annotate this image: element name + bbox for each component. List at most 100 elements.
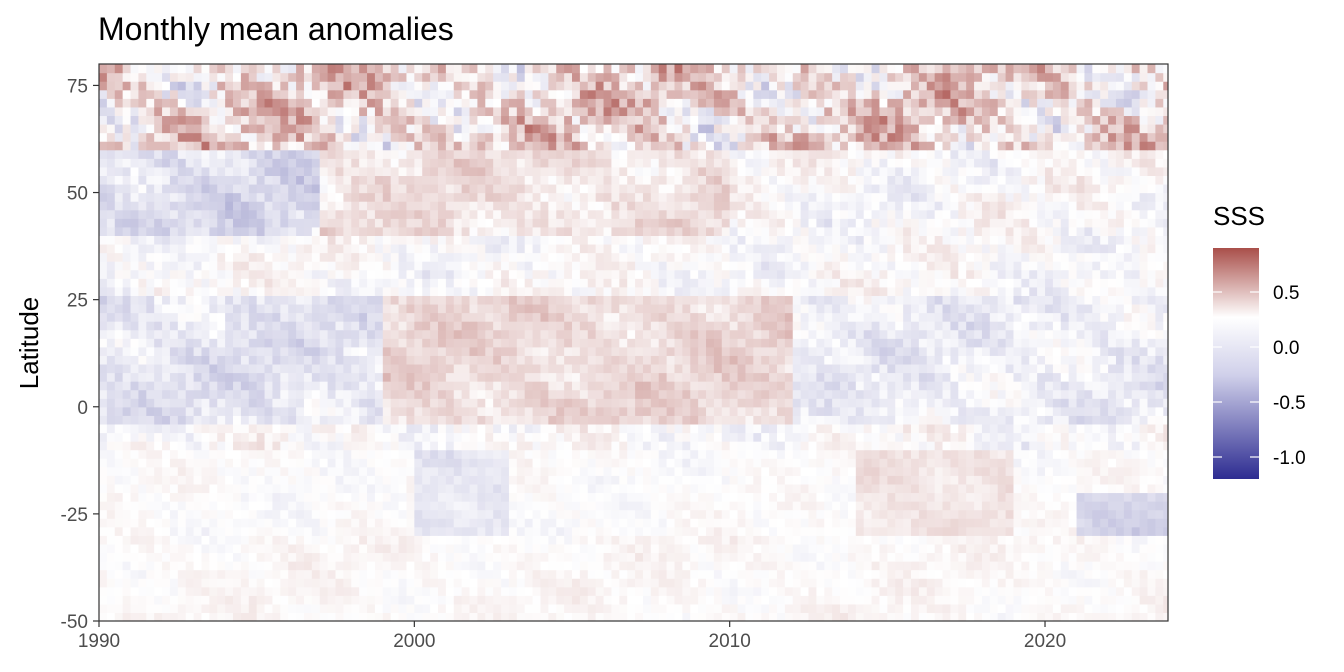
heatmap-cell bbox=[296, 475, 305, 485]
heatmap-cell bbox=[106, 509, 116, 519]
heatmap-cell bbox=[611, 449, 620, 459]
heatmap-cell bbox=[942, 355, 952, 365]
heatmap-cell bbox=[706, 458, 715, 468]
heatmap-cell bbox=[406, 381, 415, 391]
heatmap-cell bbox=[713, 303, 723, 314]
heatmap-cell bbox=[390, 406, 400, 416]
heatmap-cell bbox=[887, 543, 896, 554]
heatmap-cell bbox=[950, 423, 959, 434]
heatmap-cell bbox=[1115, 483, 1125, 494]
heatmap-cell bbox=[619, 586, 628, 596]
heatmap-cell bbox=[1076, 381, 1086, 391]
heatmap-cell bbox=[847, 346, 857, 356]
heatmap-cell bbox=[359, 483, 368, 494]
heatmap-cell bbox=[997, 595, 1007, 605]
heatmap-cell bbox=[942, 458, 952, 468]
heatmap-cell bbox=[169, 355, 179, 365]
heatmap-cell bbox=[926, 415, 936, 425]
heatmap-cell bbox=[1100, 449, 1109, 459]
heatmap-cell bbox=[855, 501, 865, 511]
heatmap-cell bbox=[824, 458, 833, 468]
heatmap-cell bbox=[753, 535, 762, 545]
heatmap-cell bbox=[374, 423, 384, 434]
heatmap-cell bbox=[114, 586, 124, 596]
heatmap-cell bbox=[477, 406, 486, 416]
heatmap-cell bbox=[272, 578, 281, 588]
heatmap-cell bbox=[138, 552, 147, 562]
heatmap-cell bbox=[729, 483, 739, 494]
heatmap-cell bbox=[1037, 312, 1046, 322]
heatmap-cell bbox=[162, 612, 171, 621]
heatmap-cell bbox=[130, 398, 140, 408]
heatmap-cell bbox=[832, 321, 841, 331]
heatmap-cell bbox=[847, 543, 857, 554]
heatmap-cell bbox=[209, 303, 218, 314]
heatmap-cell bbox=[792, 586, 802, 596]
heatmap-cell bbox=[374, 303, 384, 314]
heatmap-cell bbox=[926, 518, 936, 528]
heatmap-cell bbox=[138, 321, 147, 331]
heatmap-cell bbox=[1005, 432, 1015, 442]
heatmap-cell bbox=[800, 423, 810, 434]
heatmap-cell bbox=[280, 501, 289, 511]
heatmap-cell bbox=[1108, 543, 1117, 554]
heatmap-cell bbox=[169, 449, 179, 459]
heatmap-cell bbox=[485, 329, 494, 339]
heatmap-cell bbox=[895, 535, 904, 545]
heatmap-cell bbox=[816, 569, 825, 579]
heatmap-cell bbox=[114, 595, 124, 605]
heatmap-cell bbox=[201, 543, 210, 554]
heatmap-cell bbox=[926, 372, 936, 382]
heatmap-cell bbox=[477, 578, 486, 588]
heatmap-cell bbox=[154, 363, 163, 374]
heatmap-cell bbox=[225, 346, 234, 356]
heatmap-cell bbox=[154, 466, 163, 476]
heatmap-cell bbox=[374, 329, 384, 339]
heatmap-cell bbox=[737, 321, 747, 331]
heatmap-cell bbox=[359, 346, 368, 356]
heatmap-cell bbox=[240, 338, 250, 348]
heatmap-cell bbox=[1068, 603, 1078, 614]
heatmap-cell bbox=[832, 595, 841, 605]
heatmap-cell bbox=[761, 483, 770, 494]
heatmap-cell bbox=[209, 398, 218, 408]
heatmap-cell bbox=[926, 432, 936, 442]
heatmap-cell bbox=[130, 458, 140, 468]
heatmap-cell bbox=[721, 603, 731, 614]
heatmap-cell bbox=[911, 415, 920, 425]
heatmap-cell bbox=[619, 415, 628, 425]
heatmap-cell bbox=[437, 501, 447, 511]
heatmap-cell bbox=[351, 535, 360, 545]
heatmap-cell bbox=[1076, 612, 1086, 621]
heatmap-cell bbox=[611, 578, 620, 588]
heatmap-cell bbox=[706, 346, 715, 356]
heatmap-cell bbox=[217, 501, 226, 511]
heatmap-cell bbox=[445, 449, 455, 459]
heatmap-cell bbox=[1155, 561, 1164, 571]
heatmap-cell bbox=[1100, 329, 1109, 339]
heatmap-cell bbox=[1013, 389, 1022, 399]
heatmap-cell bbox=[99, 535, 108, 545]
heatmap-cell bbox=[1084, 561, 1093, 571]
heatmap-cell bbox=[611, 381, 620, 391]
heatmap-cell bbox=[635, 466, 644, 476]
heatmap-cell bbox=[556, 372, 565, 382]
heatmap-cell bbox=[847, 612, 857, 621]
heatmap-cell bbox=[477, 518, 486, 528]
heatmap-cell bbox=[611, 501, 620, 511]
heatmap-cell bbox=[903, 432, 912, 442]
heatmap-cell bbox=[516, 535, 526, 545]
heatmap-cell bbox=[374, 603, 384, 614]
heatmap-cell bbox=[1155, 586, 1164, 596]
heatmap-cell bbox=[209, 338, 218, 348]
heatmap-cell bbox=[824, 518, 833, 528]
heatmap-cell bbox=[508, 578, 518, 588]
heatmap-cell bbox=[942, 398, 952, 408]
heatmap-cell bbox=[406, 372, 415, 382]
heatmap-cell bbox=[824, 483, 833, 494]
heatmap-cell bbox=[524, 303, 534, 314]
heatmap-cell bbox=[635, 415, 644, 425]
heatmap-cell bbox=[501, 346, 510, 356]
heatmap-cell bbox=[303, 398, 313, 408]
heatmap-cell bbox=[611, 329, 620, 339]
